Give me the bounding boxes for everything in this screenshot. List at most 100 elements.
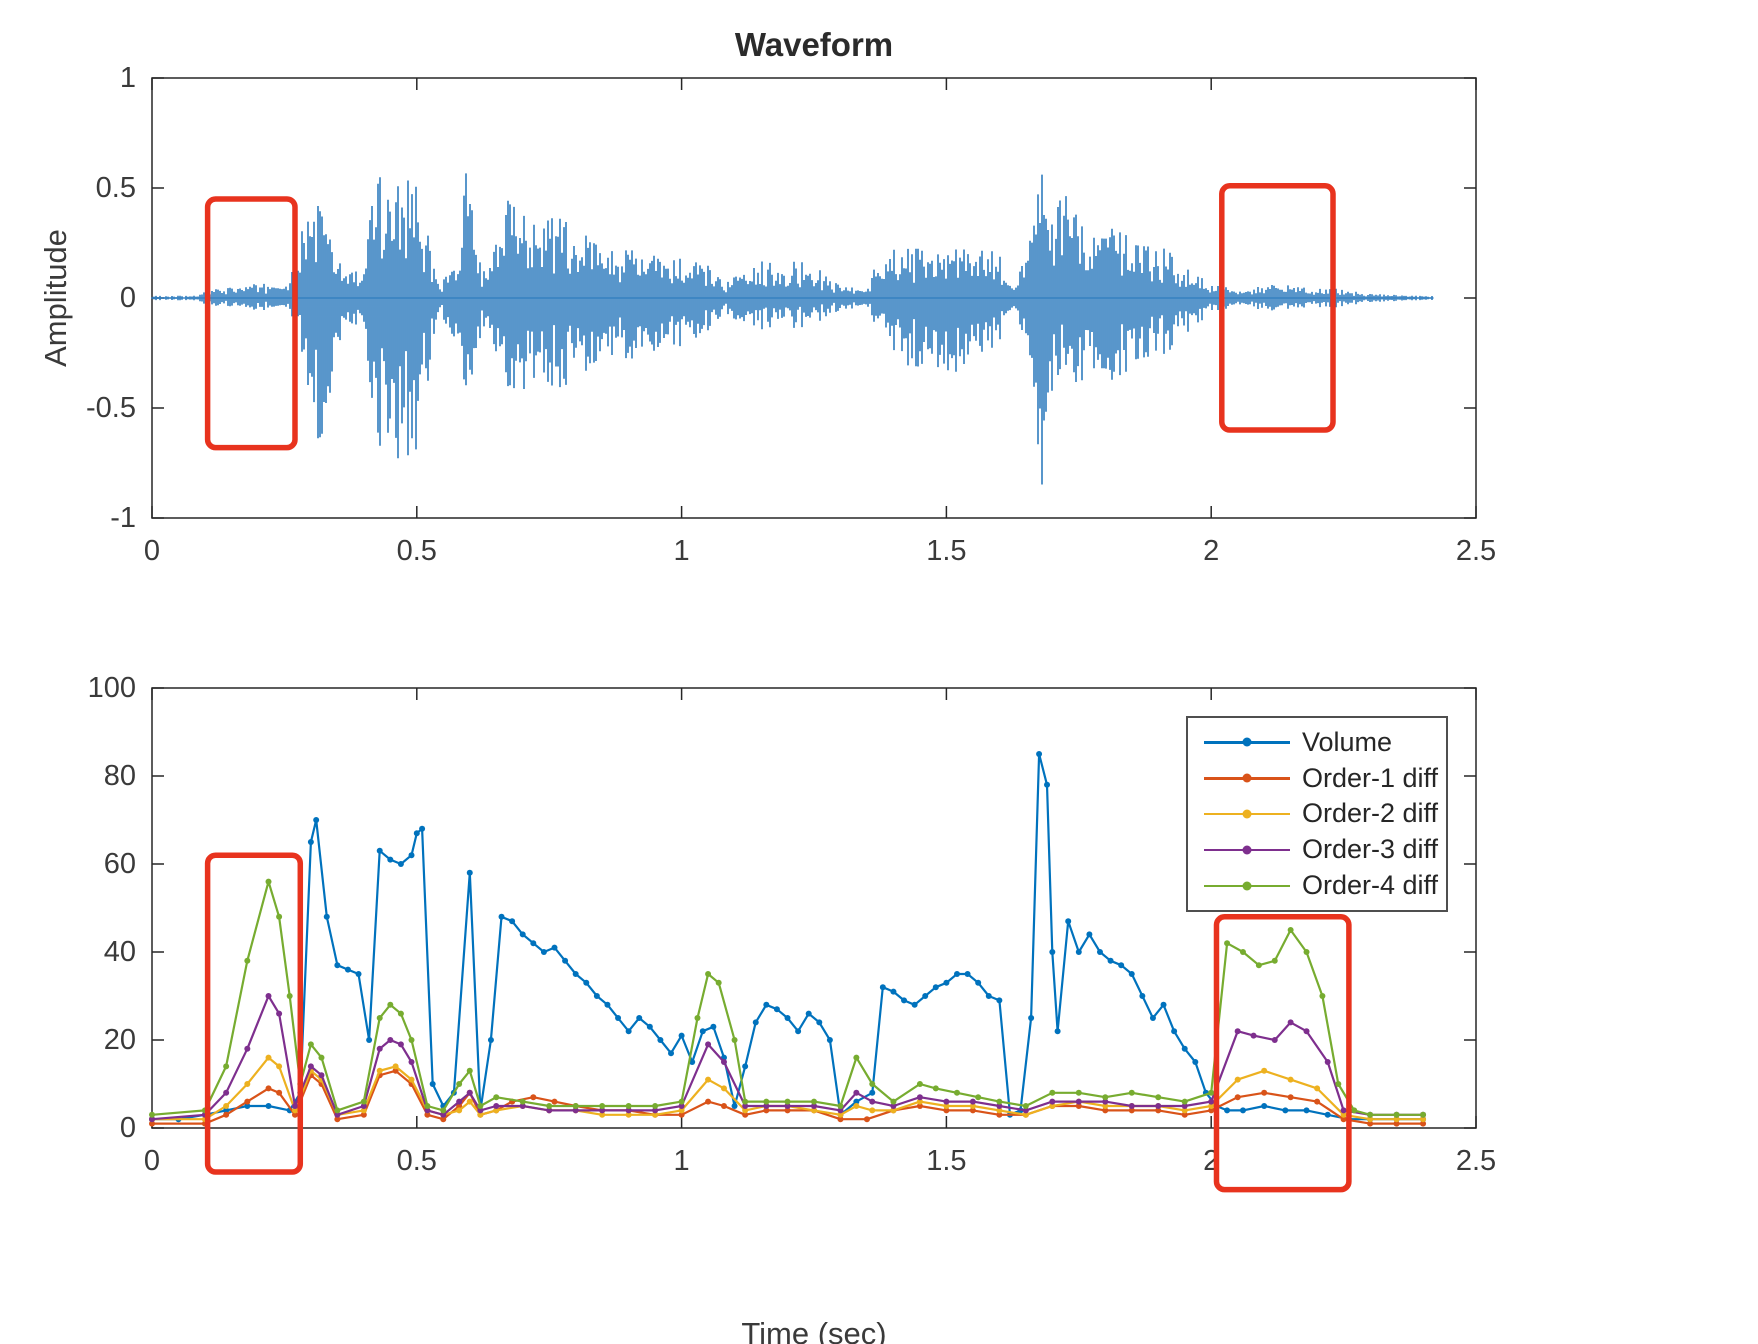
- series-marker: [985, 993, 992, 999]
- series-marker: [456, 1107, 463, 1114]
- series-marker: [742, 1098, 749, 1105]
- series-marker: [466, 1098, 473, 1105]
- series-marker: [1420, 1120, 1427, 1127]
- series-marker: [869, 1089, 876, 1096]
- series-marker: [1086, 931, 1093, 938]
- series-marker: [1261, 1089, 1268, 1096]
- series-marker: [387, 856, 394, 863]
- series-marker: [996, 997, 1003, 1004]
- series-marker: [1367, 1120, 1374, 1127]
- series-marker: [763, 1107, 770, 1114]
- series-marker: [1367, 1111, 1374, 1118]
- series-marker: [456, 1103, 463, 1109]
- series-marker: [1271, 1037, 1278, 1043]
- series-marker: [625, 1107, 632, 1114]
- series-marker: [1181, 1111, 1188, 1118]
- series-marker: [307, 1041, 314, 1048]
- amplitude-axis-label: Amplitude: [38, 229, 73, 367]
- series-marker: [710, 1023, 717, 1030]
- series-marker: [678, 1103, 685, 1109]
- series-marker: [392, 1067, 399, 1074]
- series-marker: [572, 1107, 579, 1114]
- series-marker: [1192, 1059, 1199, 1065]
- series-marker: [599, 1103, 606, 1109]
- series-marker: [360, 1098, 367, 1105]
- series-marker: [466, 1089, 473, 1096]
- highlight-rect: [1219, 183, 1336, 433]
- legend-line-sample: [1204, 880, 1290, 892]
- series-marker: [498, 913, 505, 920]
- series-marker: [1239, 949, 1246, 955]
- series-marker: [1128, 1107, 1135, 1114]
- y-tick-label: 0: [120, 282, 136, 314]
- series-marker: [901, 997, 908, 1004]
- series-marker: [996, 1111, 1003, 1118]
- series-marker: [1303, 949, 1310, 955]
- series-marker: [572, 971, 579, 977]
- x-tick-label: 0.5: [397, 1145, 437, 1177]
- series-marker: [1393, 1111, 1400, 1118]
- waveform-path: [151, 173, 1433, 485]
- series-marker: [1314, 1085, 1321, 1092]
- series-marker: [1261, 1067, 1268, 1074]
- series-marker: [493, 1107, 500, 1114]
- series-marker: [1324, 1111, 1331, 1118]
- axes-box: [151, 687, 1477, 1129]
- series-marker: [1287, 1019, 1294, 1026]
- series-marker: [244, 1098, 251, 1105]
- series-marker: [1287, 1076, 1294, 1083]
- series-marker: [1181, 1045, 1188, 1052]
- series-marker: [911, 1001, 918, 1008]
- legend-marker-icon: [1242, 845, 1252, 855]
- series-marker: [742, 1111, 749, 1118]
- series-marker: [1234, 1094, 1241, 1101]
- series-marker: [149, 1111, 155, 1118]
- series-marker: [1208, 1103, 1215, 1109]
- series-marker: [853, 1103, 860, 1109]
- series-marker: [1049, 1089, 1056, 1096]
- series-marker: [334, 1116, 341, 1123]
- series-marker: [551, 1098, 558, 1105]
- series-marker: [784, 1107, 791, 1114]
- series-marker: [646, 1023, 653, 1030]
- series-marker: [705, 1098, 712, 1105]
- series-marker: [916, 1103, 923, 1109]
- series-marker: [1171, 1028, 1178, 1035]
- x-tick-label: 1: [674, 535, 690, 567]
- series-marker: [519, 931, 526, 938]
- series-marker: [694, 1015, 701, 1021]
- series-marker: [413, 830, 420, 837]
- series-marker: [1102, 1107, 1109, 1114]
- series-marker: [969, 1103, 976, 1109]
- legend-label: Volume: [1302, 726, 1393, 757]
- series-marker: [1239, 1107, 1246, 1114]
- series-marker: [334, 1111, 341, 1118]
- series-marker: [615, 1015, 622, 1021]
- series-marker: [922, 993, 929, 999]
- series-marker: [1393, 1116, 1400, 1123]
- series-marker: [1075, 1089, 1082, 1096]
- series-marker: [1255, 962, 1262, 969]
- series-marker: [720, 1103, 727, 1109]
- series-marker: [546, 1107, 553, 1114]
- series-marker: [689, 1059, 696, 1065]
- highlight-rect: [204, 196, 298, 451]
- series-marker: [244, 1103, 251, 1109]
- series-marker: [1107, 957, 1114, 964]
- series-marker: [943, 1098, 950, 1105]
- series-marker: [916, 1081, 923, 1087]
- series-marker: [519, 1098, 526, 1105]
- series-marker: [376, 847, 383, 854]
- legend-line-sample: [1204, 772, 1290, 784]
- series-marker: [149, 1120, 155, 1127]
- series-line-volume: [152, 752, 1423, 1121]
- series-marker: [752, 1019, 759, 1026]
- series-marker: [1224, 1107, 1231, 1114]
- series-marker: [397, 1041, 404, 1048]
- x-tick-label: 1.5: [926, 535, 966, 567]
- legend-entry-order3: Order-3 diff: [1204, 834, 1446, 865]
- series-marker: [440, 1116, 447, 1123]
- series-marker: [419, 825, 426, 832]
